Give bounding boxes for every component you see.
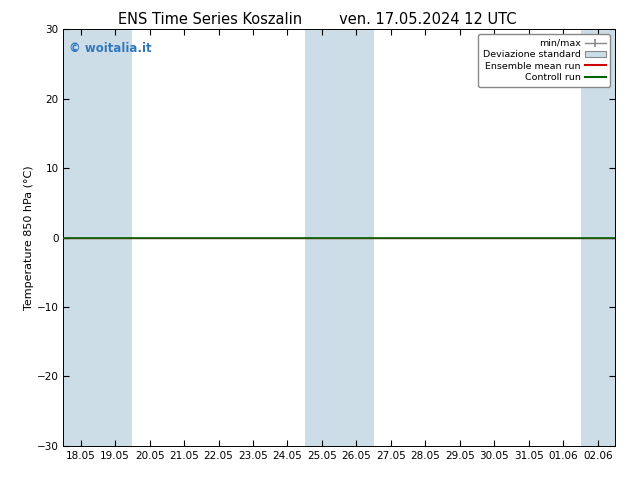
Bar — [581, 29, 615, 446]
Legend: min/max, Deviazione standard, Ensemble mean run, Controll run: min/max, Deviazione standard, Ensemble m… — [479, 34, 611, 87]
Bar — [305, 29, 373, 446]
Text: © woitalia.it: © woitalia.it — [69, 42, 152, 55]
Y-axis label: Temperature 850 hPa (°C): Temperature 850 hPa (°C) — [24, 165, 34, 310]
Bar — [63, 29, 133, 446]
Text: ENS Time Series Koszalin        ven. 17.05.2024 12 UTC: ENS Time Series Koszalin ven. 17.05.2024… — [118, 12, 516, 27]
